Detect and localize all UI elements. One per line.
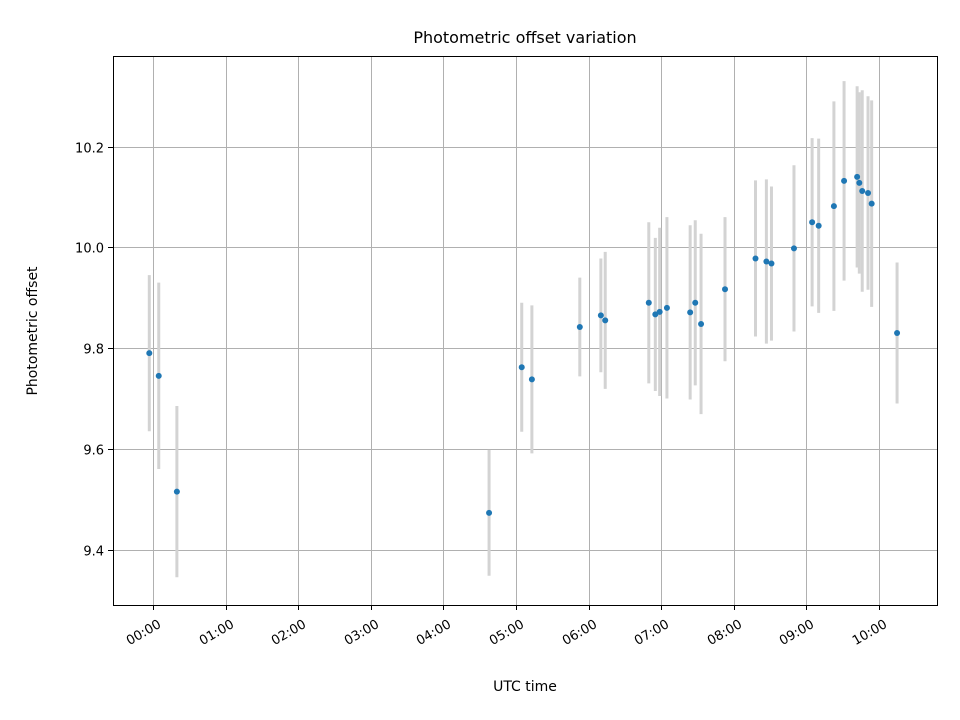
data-point bbox=[856, 179, 863, 186]
data-point bbox=[645, 299, 652, 306]
y-tick-label: 9.6 bbox=[83, 444, 104, 459]
x-tick-label: 05:00 bbox=[487, 617, 527, 649]
data-point bbox=[576, 323, 583, 330]
x-axis-label: UTC time bbox=[493, 679, 557, 695]
data-point bbox=[602, 317, 609, 324]
data-point bbox=[146, 350, 153, 357]
plot-frame bbox=[113, 56, 938, 606]
grid-layer bbox=[113, 56, 937, 605]
data-point bbox=[155, 372, 162, 379]
y-tick-label: 9.4 bbox=[83, 545, 104, 560]
data-point bbox=[528, 376, 535, 383]
x-tick-label: 07:00 bbox=[632, 617, 672, 649]
data-point bbox=[486, 509, 493, 516]
data-point bbox=[518, 364, 525, 371]
data-point bbox=[752, 255, 759, 262]
x-tick-label: 06:00 bbox=[560, 617, 600, 649]
data-point bbox=[790, 245, 797, 252]
x-tick-label: 10:00 bbox=[850, 617, 890, 649]
data-point bbox=[865, 189, 872, 196]
data-point bbox=[687, 309, 694, 316]
x-tick-label: 09:00 bbox=[777, 617, 817, 649]
data-point bbox=[815, 222, 822, 229]
x-tick-label: 01:00 bbox=[197, 617, 237, 649]
data-point bbox=[692, 299, 699, 306]
data-point bbox=[768, 260, 775, 267]
y-tick-label: 9.8 bbox=[83, 343, 104, 358]
x-tick-label: 00:00 bbox=[124, 617, 164, 649]
data-point bbox=[854, 173, 861, 180]
y-tick-label: 10.0 bbox=[75, 242, 104, 257]
data-point bbox=[173, 488, 180, 495]
x-tick-label: 04:00 bbox=[414, 617, 454, 649]
data-point bbox=[663, 304, 670, 311]
data-point bbox=[841, 177, 848, 184]
chart-title: Photometric offset variation bbox=[413, 28, 636, 47]
data-point bbox=[652, 311, 659, 318]
data-point bbox=[722, 286, 729, 293]
data-point bbox=[894, 330, 901, 337]
data-point bbox=[763, 258, 770, 265]
data-point bbox=[830, 203, 837, 210]
y-axis-label: Photometric offset bbox=[25, 266, 41, 396]
data-point bbox=[656, 308, 663, 315]
x-tick-label: 02:00 bbox=[269, 617, 309, 649]
x-tick-label: 03:00 bbox=[342, 617, 382, 649]
data-points-layer bbox=[146, 173, 901, 516]
data-point bbox=[868, 200, 875, 207]
x-tick-label: 08:00 bbox=[705, 617, 745, 649]
data-point bbox=[597, 312, 604, 319]
errorbar-layer bbox=[147, 81, 899, 578]
y-tick-label: 10.2 bbox=[75, 142, 104, 157]
data-point bbox=[859, 187, 866, 194]
data-point bbox=[698, 320, 705, 327]
data-point bbox=[809, 219, 816, 226]
